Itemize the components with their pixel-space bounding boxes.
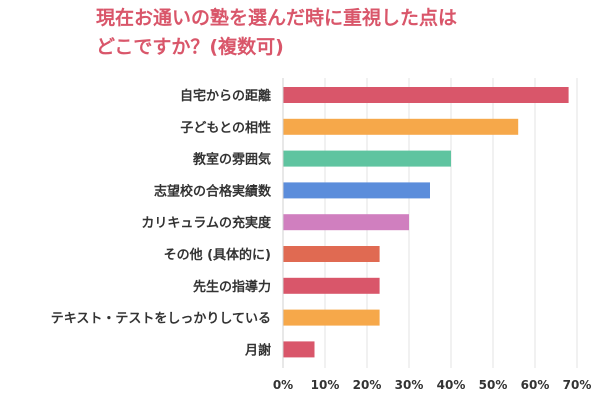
bar — [283, 341, 315, 358]
bar — [283, 118, 519, 135]
bar — [283, 87, 569, 103]
category-label: 自宅からの距離 — [180, 88, 271, 104]
bar — [283, 150, 451, 167]
category-label: 月謝 — [244, 342, 271, 358]
category-label: テキスト・テストをしっかりしている — [51, 312, 271, 327]
category-label: 教室の雰囲気 — [192, 152, 271, 168]
x-tick-label: 70% — [563, 378, 592, 392]
chart-title: 現在お通いの塾を選んだ時に重視した点は どこですか？(複数可) — [96, 4, 576, 62]
x-tick-label: 10% — [311, 378, 340, 392]
bar — [283, 309, 380, 326]
bar — [283, 246, 380, 262]
x-tick-label: 30% — [395, 378, 424, 392]
bar — [283, 182, 430, 199]
x-tick-label: 40% — [437, 378, 466, 392]
chart-title-line-1: 現在お通いの塾を選んだ時に重視した点は — [96, 7, 458, 29]
chart-title-line-2: どこですか？(複数可) — [96, 36, 284, 58]
category-label: 先生の指導力 — [193, 279, 271, 295]
x-tick-label: 60% — [521, 378, 550, 392]
category-label: 子どもとの相性 — [180, 120, 271, 136]
category-label: カリキュラムの充実度 — [141, 215, 272, 231]
category-label: その他 (具体的に) — [164, 247, 271, 263]
bar — [283, 277, 380, 294]
category-label: 志望校の合格実績数 — [154, 183, 272, 199]
bar — [283, 214, 409, 231]
x-tick-label: 50% — [479, 378, 508, 392]
x-tick-label: 0% — [273, 378, 293, 392]
x-tick-label: 20% — [353, 378, 382, 392]
